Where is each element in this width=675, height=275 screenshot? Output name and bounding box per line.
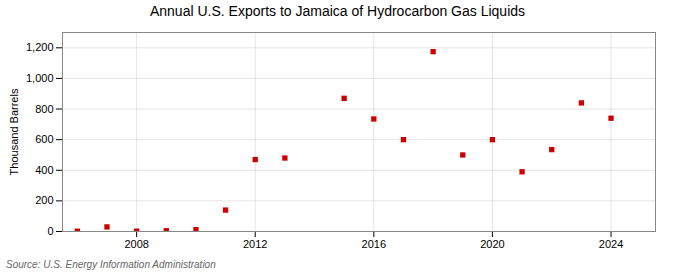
svg-text:400: 400 [35,164,53,176]
svg-text:Thousand Barrels: Thousand Barrels [8,88,20,175]
svg-text:2016: 2016 [362,238,386,250]
svg-text:2008: 2008 [124,238,148,250]
html-text:Source: U.S. Energy Informatio: Source: U.S. Energy Information Administ… [6,259,216,270]
svg-text:0: 0 [47,225,53,237]
svg-text:2012: 2012 [243,238,267,250]
svg-text:800: 800 [35,103,53,115]
svg-text:600: 600 [35,133,53,145]
svg-text:2020: 2020 [480,238,504,250]
html-text:Annual U.S. Exports to Jamaica: Annual U.S. Exports to Jamaica of Hydroc… [150,3,525,19]
svg-text:2024: 2024 [599,238,623,250]
svg-text:1,200: 1,200 [26,41,54,53]
svg-text:1,000: 1,000 [26,72,54,84]
svg-text:200: 200 [35,194,53,206]
